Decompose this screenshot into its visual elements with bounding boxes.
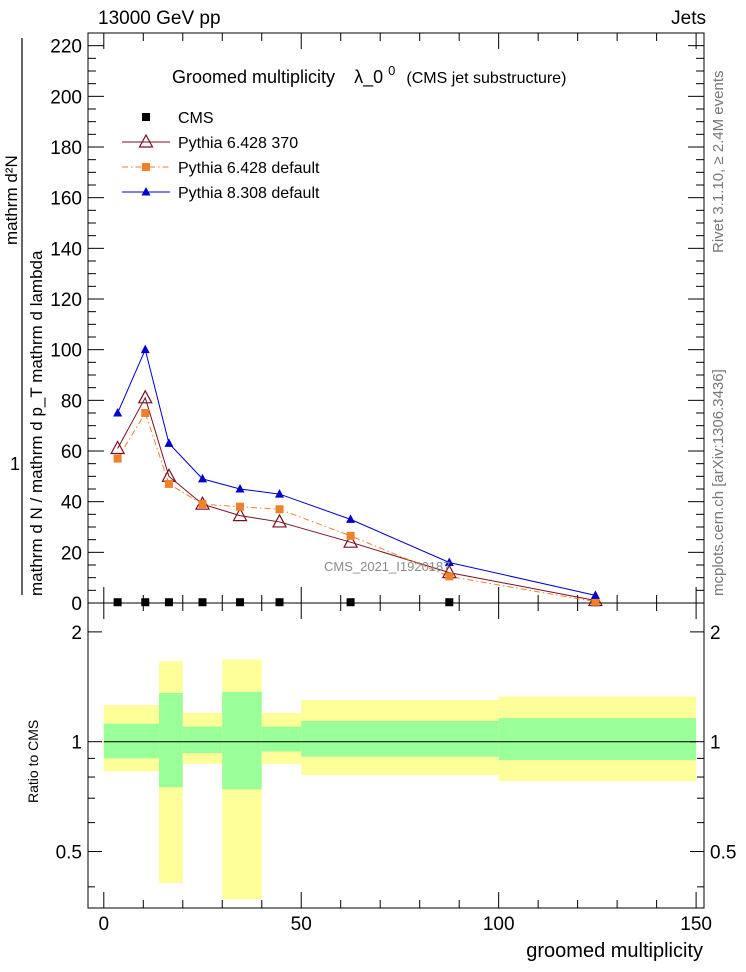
y-tick-label-2: 40 [61,493,82,514]
x-axis-label: groomed multiplicity [526,940,703,962]
y-tick-label-9: 180 [50,138,82,159]
ratio-inner-band-5 [301,720,499,757]
y-tick-label-6: 120 [50,290,82,311]
series-point-pythia-6-428-370-0 [110,440,126,455]
y-label-denominator: mathrm d N / mathrm d p_T mathrm d lambd… [27,250,46,596]
series-point-pythia-6-428-370-1 [137,389,153,404]
series-point-pythia-6-428-default-2 [164,479,173,488]
y-tick-label-0: 0 [71,594,82,615]
ratio-axis: 0.5 0.5 1 1 2 2 [56,623,736,888]
series-point-cms-0 [113,598,122,607]
chart-title-main: Groomed multiplicity [172,67,335,87]
watermark: CMS_2021_I1920187 [324,559,451,574]
x-tick-label-2: 100 [483,914,515,935]
ratio-bands [103,659,697,900]
y-tick-label-5: 100 [50,341,82,362]
y-tick-label-1: 20 [61,543,82,564]
series-line-pythia-6-428-370 [117,396,596,601]
series-point-pythia-8-308-default-3 [198,473,208,483]
legend: CMS Pythia 6.428 370 Pythia 6.428 default P… [122,110,320,202]
process-label: Jets [671,8,706,29]
chart-title-sup: 0 [388,63,395,78]
ratio-inner-band-3 [222,691,262,790]
x-tick-label-3: 150 [680,914,712,935]
y-tick-label-3: 60 [61,442,82,463]
legend-marker-pythia-6-428-370 [138,133,154,148]
y-tick-label-11: 220 [50,37,82,58]
series-point-pythia-6-428-default-6 [346,531,355,540]
ratio-y-tick-label-left-0: 0.5 [56,842,82,863]
y-tick-label-4: 80 [61,391,82,412]
legend-label-pythia-8-308-default: Pythia 8.308 default [178,185,320,202]
series-point-pythia-8-308-default-5 [275,489,285,498]
chart-title-suffix: (CMS jet substructure) [406,70,566,87]
series-point-pythia-6-428-default-4 [236,502,245,511]
series-point-pythia-6-428-default-7 [445,572,454,581]
ratio-inner-band-6 [498,718,697,761]
y-tick-label-7: 140 [50,239,82,260]
x-axis: 0 50 100 150 [99,33,712,935]
series-point-pythia-6-428-default-3 [198,500,207,509]
series-point-pythia-6-428-default-0 [113,454,122,463]
series-point-pythia-8-308-default-8 [590,590,600,599]
series-point-cms-1 [141,598,150,607]
series-point-pythia-8-308-default-1 [140,344,150,354]
ratio-inner-band-4 [261,726,302,752]
series-point-pythia-6-428-default-8 [591,597,600,606]
chart-title-lambda: λ_0 [354,67,383,88]
legend-label-pythia-6-428-default: Pythia 6.428 default [178,160,320,177]
series-point-pythia-8-308-default-6 [346,514,356,523]
ratio-y-tick-label-right-1: 1 [710,733,721,754]
series-point-cms-3 [198,598,207,607]
series-point-pythia-8-308-default-4 [235,484,245,493]
series-markers [110,344,603,607]
series-point-pythia-8-308-default-2 [164,438,174,447]
series-point-cms-7 [445,598,454,607]
series-point-pythia-6-428-370-5 [272,513,288,528]
ratio-plot-frame [87,602,705,909]
series-point-cms-6 [346,598,355,607]
ratio-y-tick-label-right-0: 0.5 [710,842,736,863]
y-label-upper: mathrm d²N [2,155,21,245]
x-tick-label-1: 50 [291,914,312,935]
ratio-inner-band-2 [182,726,223,754]
series-point-pythia-6-428-370-4 [232,507,248,522]
series-point-pythia-6-428-370-6 [343,533,359,548]
legend-marker-cms [142,113,150,121]
ratio-y-tick-label-right-2: 2 [710,623,721,644]
main-axis: 0 20 40 60 80 100 120 140 160 180 200 220 [50,32,704,615]
series-point-pythia-6-428-default-5 [275,505,284,514]
legend-label-pythia-6-428-370: Pythia 6.428 370 [178,135,298,152]
legend-marker-pythia-8-308-default [141,187,151,196]
series-point-pythia-6-428-default-1 [141,409,150,417]
legend-marker-pythia-6-428-default [142,163,150,171]
ratio-inner-band-1 [159,692,183,788]
chart-title: Groomed multiplicity λ_0 0 (CMS jet subs… [172,59,566,88]
series-point-pythia-8-308-default-7 [444,557,454,566]
y-tick-label-8: 160 [50,189,82,210]
ratio-y-tick-label-left-1: 1 [71,733,82,754]
energy-label: 13000 GeV pp [98,8,221,29]
ratio-inner-band-0 [103,723,160,759]
y-tick-label-10: 200 [50,87,82,108]
series-point-cms-4 [236,598,245,607]
ratio-y-label: Ratio to CMS [25,720,41,803]
series-point-cms-5 [275,598,284,607]
ratio-y-tick-label-left-2: 2 [71,623,82,644]
x-tick-label-0: 0 [99,914,110,935]
legend-label-cms: CMS [178,110,214,127]
y-label-numerator: 1 [10,454,20,474]
series-point-pythia-8-308-default-0 [113,408,123,417]
series-point-cms-2 [164,598,173,607]
